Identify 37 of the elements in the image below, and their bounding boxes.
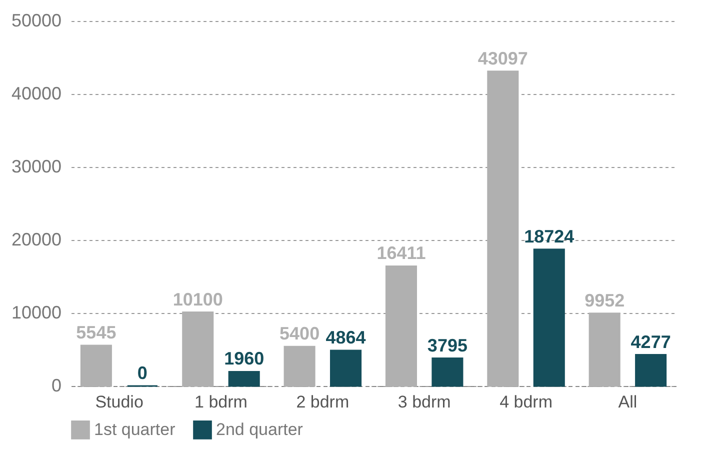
- x-tick-label: All: [618, 392, 638, 412]
- data-label: 9952: [584, 290, 625, 310]
- bar: [533, 248, 565, 387]
- x-tick-label: 1 bdrm: [194, 392, 248, 412]
- data-label: 5545: [76, 322, 116, 343]
- x-tick-label: 3 bdrm: [398, 392, 451, 412]
- data-label: 16411: [376, 243, 426, 264]
- legend-label: 2nd quarter: [216, 420, 304, 439]
- y-tick-label: 20000: [11, 230, 62, 250]
- y-tick-label: 40000: [11, 84, 62, 104]
- x-tick-label: 2 bdrm: [296, 392, 350, 412]
- bar: [487, 70, 519, 387]
- bar: [80, 344, 112, 387]
- x-tick-label: Studio: [95, 392, 144, 412]
- x-tick-label: 4 bdrm: [500, 392, 552, 412]
- data-label: 1960: [224, 348, 264, 369]
- y-tick-label: 0: [51, 376, 62, 396]
- bar: [284, 346, 316, 387]
- data-label: 0: [137, 363, 148, 383]
- bar: [588, 312, 620, 387]
- y-tick-label: 10000: [11, 302, 62, 322]
- bar: [182, 312, 214, 387]
- bar: [228, 370, 260, 387]
- data-label: 10100: [172, 289, 223, 310]
- bar: [635, 354, 667, 387]
- bar: [385, 265, 417, 387]
- legend-label: 1st quarter: [94, 420, 176, 439]
- bar: [432, 358, 464, 387]
- bar: [330, 350, 362, 387]
- data-label: 5400: [280, 324, 320, 344]
- data-label: 4864: [326, 327, 366, 348]
- data-label: 18724: [524, 226, 574, 246]
- y-tick-label: 30000: [11, 156, 62, 176]
- data-label: 43097: [478, 48, 528, 68]
- data-label: 3795: [427, 335, 468, 356]
- y-tick-label: 50000: [11, 10, 62, 30]
- data-label: 4277: [630, 332, 671, 352]
